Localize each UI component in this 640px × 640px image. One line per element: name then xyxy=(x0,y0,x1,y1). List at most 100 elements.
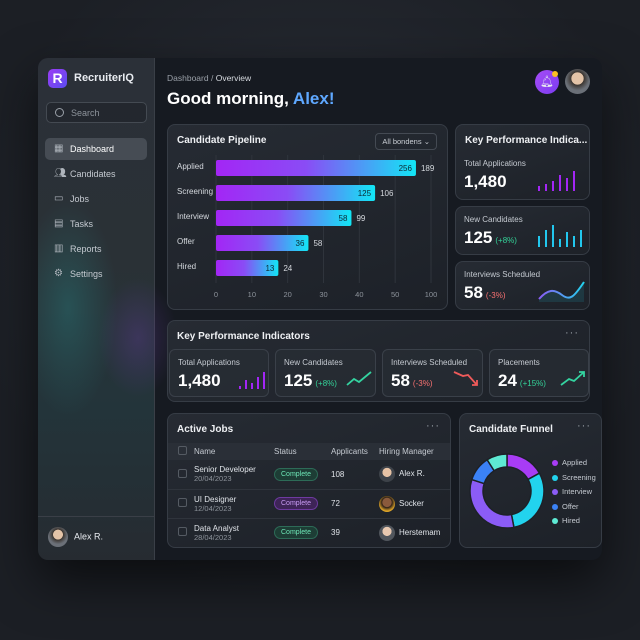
sidebar-item-dashboard[interactable]: ▦ Dashboard xyxy=(45,138,147,160)
avatar xyxy=(48,527,68,547)
applicants-count: 39 xyxy=(331,528,340,538)
trend-up-icon xyxy=(560,371,585,386)
bar-outside-label: 189 xyxy=(421,164,435,173)
table-row[interactable]: UI Designer 12/04/2023 Complete 72 Socker xyxy=(168,489,450,519)
more-menu-button[interactable]: ··· xyxy=(577,420,591,432)
sidebar-item-label: Candidates xyxy=(70,169,116,179)
bar-value-label: 58 xyxy=(339,214,348,223)
x-tick-label: 20 xyxy=(283,290,291,299)
job-name: Data Analyst xyxy=(194,523,239,533)
grid-icon: ▦ xyxy=(54,143,64,154)
pipeline-chart: 0 10 20 30 40 50 100 Applied 256 189 Screening 125 1… xyxy=(177,155,437,299)
avatar[interactable] xyxy=(565,69,590,94)
row-checkbox[interactable] xyxy=(178,498,187,507)
kpi-change: (+8%) xyxy=(315,379,337,388)
search-input[interactable]: Search xyxy=(46,102,147,123)
kpi-interviews-scheduled: Interviews Scheduled 58 (-3%) xyxy=(382,349,483,397)
breadcrumb-separator: / xyxy=(210,73,214,83)
bar-outside-label: 106 xyxy=(380,189,394,198)
kpi-value: 58 xyxy=(464,283,483,302)
avatar xyxy=(379,524,395,541)
legend-label: Interview xyxy=(562,487,593,496)
table-row[interactable]: Senior Developer 20/04/2023 Complete 108 Ale… xyxy=(168,460,450,490)
bar xyxy=(216,160,416,176)
kpi-label: Total Applications xyxy=(178,358,240,367)
bar xyxy=(216,235,309,251)
bar-sparkline-icon xyxy=(538,171,575,191)
card-title: Candidate Pipeline xyxy=(177,135,267,146)
kpi-value: 1,480 xyxy=(464,172,507,191)
breadcrumb-root[interactable]: Dashboard xyxy=(167,73,209,83)
logo: R xyxy=(48,69,67,88)
more-menu-button[interactable]: ··· xyxy=(565,327,579,339)
kpi-side-total-applications: Key Performance Indica... Total Applicat… xyxy=(455,124,590,200)
sidebar-item-label: Reports xyxy=(70,244,102,254)
greeting-name: Alex! xyxy=(292,89,335,108)
row-checkbox[interactable] xyxy=(178,468,187,478)
select-all-checkbox[interactable] xyxy=(178,446,187,455)
manager-name: Socker xyxy=(399,498,424,508)
sidebar-item-settings[interactable]: ⚙ Settings xyxy=(45,263,147,285)
legend-item: Applied xyxy=(552,458,587,467)
kpi-placements: Placements 24 (+15%) xyxy=(489,349,589,397)
donut-segment xyxy=(510,472,545,529)
status-badge: Complete xyxy=(274,467,318,481)
column-header[interactable]: Applicants xyxy=(331,443,379,460)
row-checkbox[interactable] xyxy=(178,527,187,537)
job-name: UI Designer xyxy=(194,494,237,504)
card-title: Key Performance Indicators xyxy=(177,331,310,342)
column-header[interactable]: Hiring Manager xyxy=(379,443,450,460)
x-tick-label: 0 xyxy=(214,290,218,299)
card-title: Candidate Funnel xyxy=(469,424,553,435)
job-date: 20/04/2023 xyxy=(194,474,232,484)
filter-dropdown[interactable]: All bondens ⌄ xyxy=(375,133,437,150)
sidebar-item-jobs[interactable]: ▭ Jobs xyxy=(45,188,147,210)
chevron-down-icon: ⌄ xyxy=(423,137,430,146)
user-profile[interactable]: Alex R. xyxy=(38,516,155,547)
bar-value-label: 13 xyxy=(265,264,274,273)
kpi-label: Total Applications xyxy=(464,159,526,168)
funnel-donut-chart xyxy=(469,453,545,529)
notification-dot xyxy=(552,71,558,77)
kpi-change: (+8%) xyxy=(495,236,517,245)
user-name: Alex R. xyxy=(74,531,104,542)
donut-segment xyxy=(469,478,515,529)
legend-label: Hired xyxy=(562,516,580,525)
kpi-change: (-3%) xyxy=(412,379,433,388)
search-placeholder: Search xyxy=(71,108,100,118)
bar-outside-label: 24 xyxy=(283,264,292,273)
active-jobs-card: Active Jobs ··· Name Status Applicants Hiri… xyxy=(167,413,451,548)
app-window: R RecruiterIQ Search ▦ Dashboard 👥︎ Candid… xyxy=(38,58,602,560)
job-date: 28/04/2023 xyxy=(194,532,232,542)
notification-button[interactable]: 🔔︎ xyxy=(535,70,559,94)
kpi-label: Interviews Scheduled xyxy=(464,270,541,279)
card-title: Key Performance Indica... xyxy=(465,135,588,146)
legend-label: Applied xyxy=(562,458,588,467)
sidebar-item-candidates[interactable]: 👥︎ Candidates xyxy=(45,163,147,185)
job-name: Senior Developer xyxy=(194,465,256,475)
more-menu-button[interactable]: ··· xyxy=(426,420,440,432)
legend-label: Offer xyxy=(562,502,579,511)
sidebar-item-reports[interactable]: ▥ Reports xyxy=(45,238,147,260)
candidate-pipeline-card: Candidate Pipeline All bondens ⌄ 0 10 20 30… xyxy=(167,124,448,310)
bar xyxy=(216,210,352,226)
clipboard-icon: ▤ xyxy=(54,218,64,229)
avatar xyxy=(379,466,395,483)
x-tick-label: 50 xyxy=(391,290,399,299)
kpi-value: 125 xyxy=(284,371,313,390)
status-badge: Complete xyxy=(274,526,318,540)
bar xyxy=(216,260,279,276)
kpi-value: 125 xyxy=(464,228,493,247)
sidebar-item-tasks[interactable]: ▤ Tasks xyxy=(45,213,147,235)
table-row[interactable]: Data Analyst 28/04/2023 Complete 39 Herstema… xyxy=(168,518,450,547)
kpi-value: 1,480 xyxy=(178,371,221,390)
trend-down-icon xyxy=(453,371,478,386)
brand-name: RecruiterIQ xyxy=(74,72,134,84)
column-header[interactable]: Status xyxy=(274,443,331,460)
column-header[interactable]: Name xyxy=(194,443,274,460)
legend-item: Interview xyxy=(552,487,592,496)
table-header: Name Status Applicants Hiring Manager xyxy=(168,443,450,460)
gear-icon: ⚙ xyxy=(54,268,63,279)
kpi-label: New Candidates xyxy=(284,358,343,367)
bar-value-label: 256 xyxy=(399,164,413,173)
